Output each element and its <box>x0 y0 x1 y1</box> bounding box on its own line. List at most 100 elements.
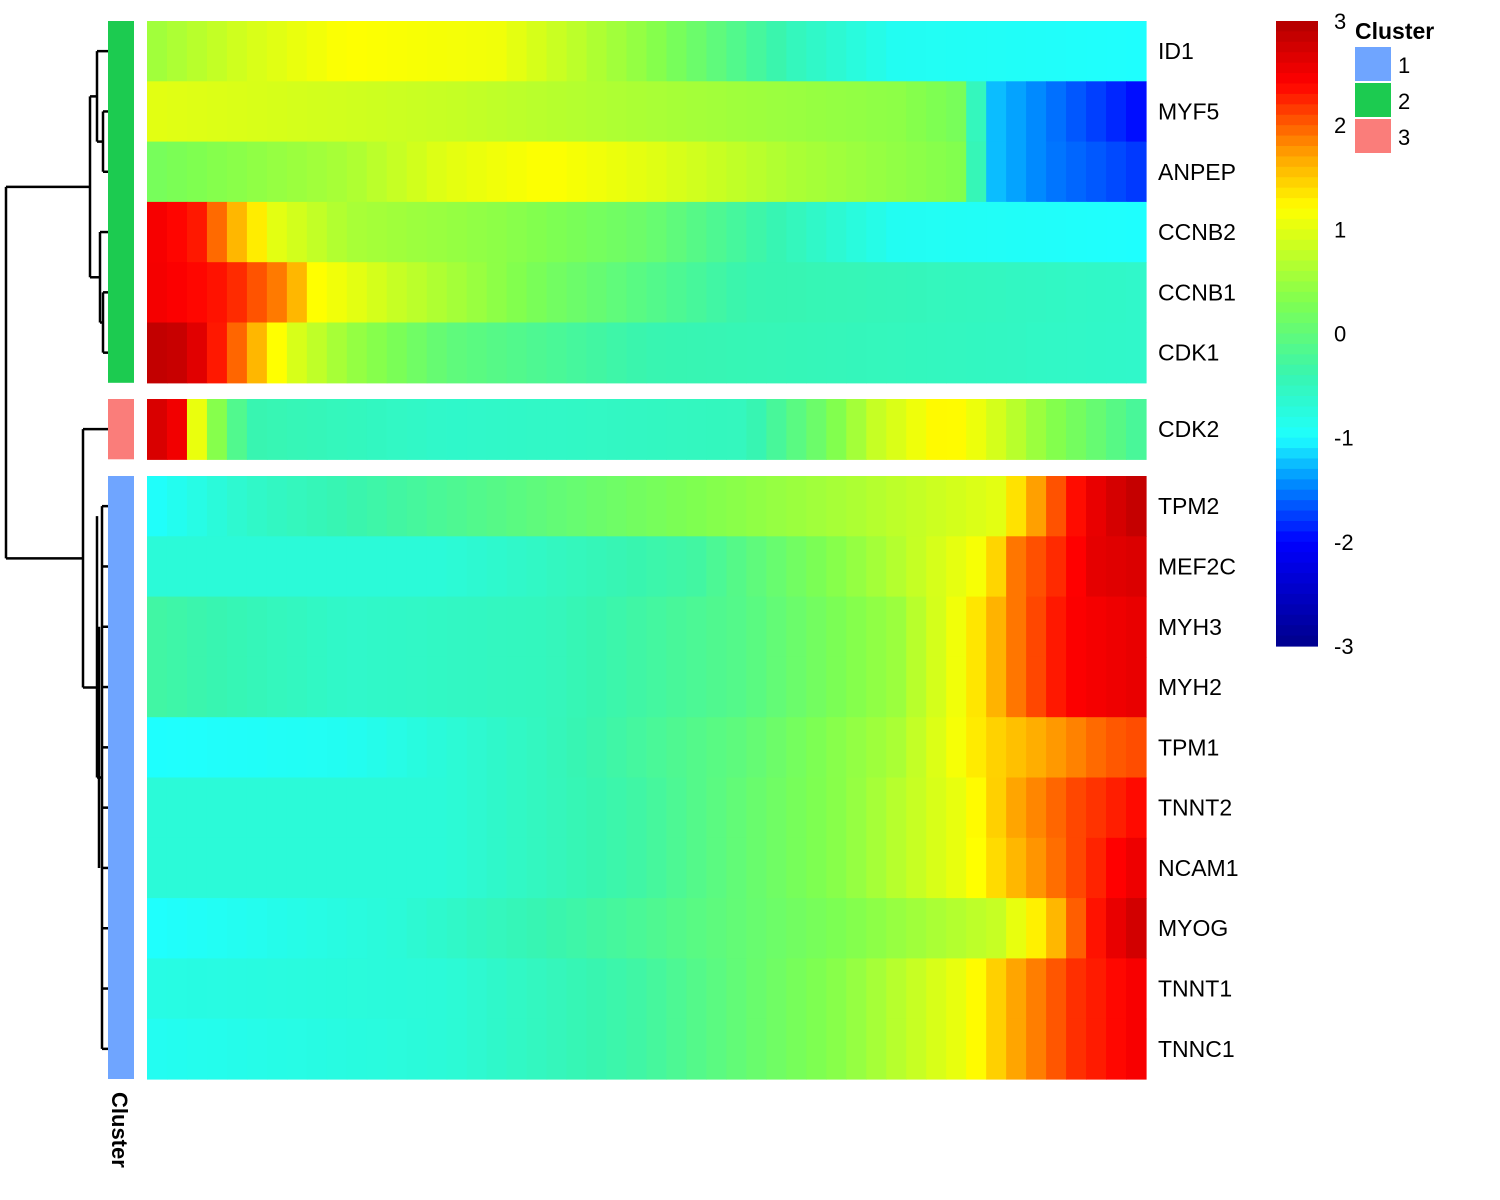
colorbar-segment <box>1276 177 1318 189</box>
colorbar-segment <box>1276 562 1318 574</box>
heatmap-cell <box>266 1018 288 1080</box>
heatmap-cell <box>706 476 728 537</box>
heatmap-cell <box>906 717 927 779</box>
heatmap-cell <box>606 262 628 324</box>
heatmap-cell <box>226 399 248 460</box>
heatmap-cell <box>246 399 268 460</box>
heatmap-cell <box>806 476 827 537</box>
heatmap-cell <box>686 399 708 460</box>
heatmap-cell <box>866 1018 887 1080</box>
heatmap-cell <box>826 596 847 658</box>
colorbar-segment <box>1276 406 1318 418</box>
heatmap-cell <box>1026 898 1047 959</box>
heatmap-cell <box>486 476 508 537</box>
heatmap-cell <box>926 777 947 839</box>
heatmap-cell <box>226 536 248 598</box>
heatmap-row-cdk1 <box>147 322 1147 384</box>
heatmap-cell <box>147 262 168 324</box>
heatmap-cell <box>666 1018 688 1080</box>
heatmap-cell <box>1066 596 1087 658</box>
heatmap-cell <box>166 201 188 263</box>
heatmap-cell <box>746 596 767 658</box>
heatmap-cell <box>147 1018 168 1080</box>
heatmap-cell <box>526 141 548 203</box>
heatmap-cell <box>606 596 628 658</box>
heatmap-cell <box>1006 717 1027 779</box>
heatmap-cell <box>466 81 488 143</box>
heatmap-cell <box>1006 837 1027 899</box>
heatmap-cell <box>506 476 528 537</box>
heatmap-cell <box>306 958 328 1020</box>
heatmap-cell <box>406 21 428 82</box>
gene-label-tpm2: TPM2 <box>1158 493 1219 519</box>
colorbar-segment <box>1276 635 1318 647</box>
heatmap-cell <box>226 201 248 263</box>
heatmap-cell <box>226 1018 248 1080</box>
heatmap-cell <box>1006 596 1027 658</box>
heatmap-cell <box>147 777 168 839</box>
heatmap-cell <box>147 21 168 82</box>
heatmap-cell <box>1066 958 1087 1020</box>
heatmap-cell <box>386 141 408 203</box>
heatmap-cell <box>766 1018 787 1080</box>
colorbar-segment <box>1276 187 1318 199</box>
heatmap-cell <box>1086 656 1107 718</box>
heatmap-cell <box>1066 322 1087 384</box>
heatmap-cell <box>506 322 528 384</box>
heatmap-cell <box>606 536 628 598</box>
heatmap-cell <box>1046 141 1067 203</box>
heatmap-cell <box>566 656 588 718</box>
colorbar-segment <box>1276 146 1318 158</box>
heatmap-cell <box>206 958 228 1020</box>
heatmap-cell <box>826 898 847 959</box>
heatmap-cell <box>406 81 428 143</box>
heatmap-cell <box>446 837 468 899</box>
colorbar-segment <box>1276 437 1318 449</box>
heatmap-cell <box>786 399 807 460</box>
heatmap-cell <box>626 399 648 460</box>
heatmap-row-tpm1 <box>147 717 1147 779</box>
heatmap-cell <box>786 476 807 537</box>
heatmap-cell <box>246 898 268 959</box>
heatmap-cell <box>446 596 468 658</box>
heatmap-cell <box>926 201 947 263</box>
heatmap-cell <box>166 399 188 460</box>
cluster-legend-swatch-2 <box>1355 83 1391 117</box>
gene-label-cdk2: CDK2 <box>1158 416 1219 442</box>
heatmap-cell <box>506 399 528 460</box>
heatmap-cell <box>906 322 927 384</box>
heatmap-cell <box>666 322 688 384</box>
heatmap-cell <box>406 898 428 959</box>
heatmap-row-tnnc1 <box>147 1018 1147 1080</box>
heatmap-cell <box>246 141 268 203</box>
heatmap-cell <box>306 262 328 324</box>
heatmap-cell <box>1006 322 1027 384</box>
heatmap-cell <box>1126 1018 1147 1080</box>
heatmap-cell <box>326 596 348 658</box>
heatmap-cell <box>1026 1018 1047 1080</box>
heatmap-cell <box>946 81 967 143</box>
heatmap-cell <box>926 21 947 82</box>
heatmap-cell <box>1006 656 1027 718</box>
heatmap-cell <box>866 21 887 82</box>
heatmap-cell <box>166 1018 188 1080</box>
colorbar-segment <box>1276 218 1318 230</box>
heatmap-cell <box>786 536 807 598</box>
heatmap-cell <box>166 536 188 598</box>
heatmap-cell <box>786 1018 807 1080</box>
heatmap-cell <box>866 141 887 203</box>
gene-label-myog: MYOG <box>1158 915 1228 941</box>
heatmap-cell <box>266 777 288 839</box>
cluster-legend: Cluster 1 2 3 <box>1355 18 1434 153</box>
heatmap-cell <box>1046 596 1067 658</box>
heatmap-cell <box>546 837 568 899</box>
heatmap-cell <box>726 958 747 1020</box>
heatmap-cell <box>866 958 887 1020</box>
heatmap-cell <box>1066 898 1087 959</box>
heatmap-cell <box>446 536 468 598</box>
heatmap-cell <box>726 81 747 143</box>
heatmap-cell <box>1086 536 1107 598</box>
heatmap-cell <box>766 898 787 959</box>
heatmap-cell <box>946 322 967 384</box>
heatmap-cell <box>966 1018 987 1080</box>
